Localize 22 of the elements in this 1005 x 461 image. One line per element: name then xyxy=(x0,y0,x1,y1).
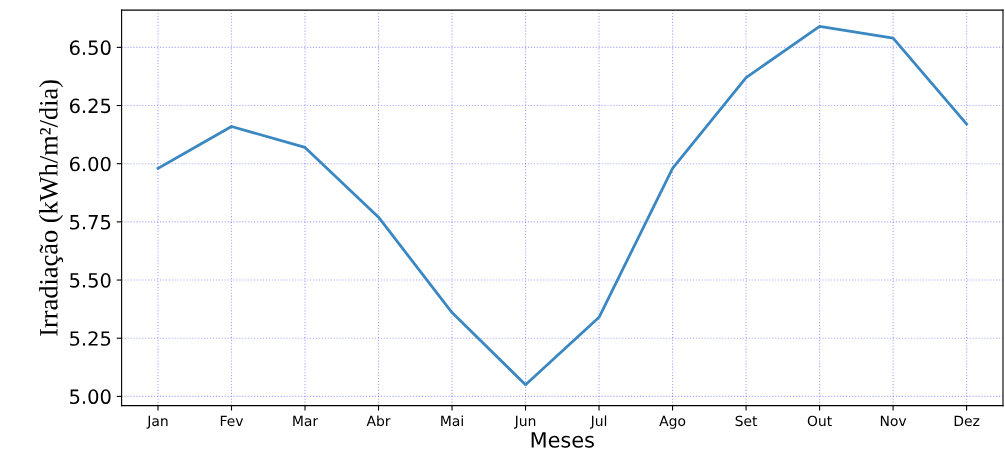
x-tick-label: Jan xyxy=(146,415,168,429)
x-tick-label: Fev xyxy=(220,415,244,427)
y-tick-label: 5.75 xyxy=(70,215,111,230)
x-tick-label: Jun xyxy=(513,415,536,429)
line-series xyxy=(156,25,968,387)
y-tick-label: 6.00 xyxy=(69,156,111,172)
x-tick-label: Mar xyxy=(293,415,319,427)
x-tick-label: Mai xyxy=(441,415,463,427)
y-tick-label: 6.50 xyxy=(69,40,111,56)
x-tick-label: Jul xyxy=(589,415,607,429)
y-tick-label: 5.25 xyxy=(70,331,111,346)
y-tick-label: 6.25 xyxy=(69,98,111,114)
y-tick-label: 5.50 xyxy=(70,272,111,288)
x-tick-label: Ago xyxy=(659,415,686,429)
y-axis-title: Irradiação (kWh/m²/dia) xyxy=(39,80,64,336)
y-tick-label: 5.00 xyxy=(70,389,111,405)
x-tick-label: Dez xyxy=(954,415,980,427)
x-tick-label: Out xyxy=(807,415,832,427)
x-tick-label: Nov xyxy=(880,415,907,427)
x-tick-label: Set xyxy=(735,415,758,427)
x-tick-label: Abr xyxy=(366,415,391,427)
x-axis-title: Meses xyxy=(531,432,594,448)
